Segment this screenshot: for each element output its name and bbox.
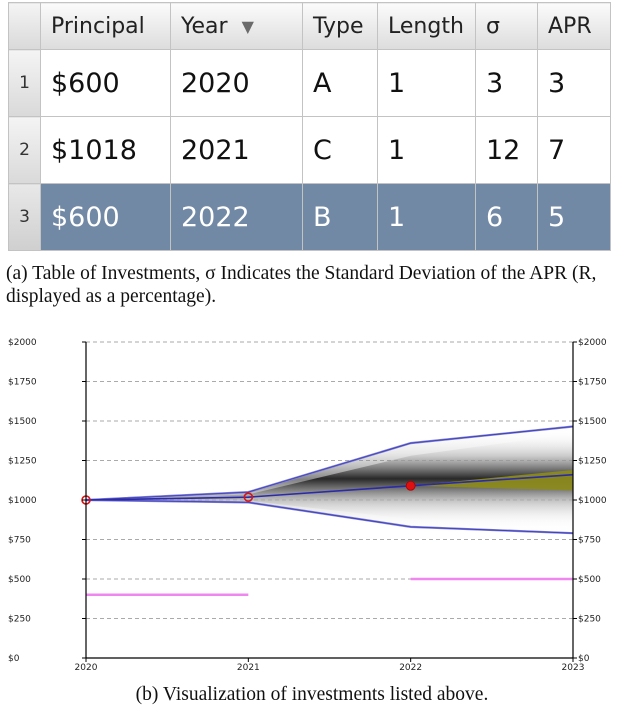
row-index: 3 [8, 183, 41, 251]
x-tick-label: 2023 [562, 663, 585, 672]
y-tick-label-right: $500 [578, 575, 601, 585]
y-tick-label-left: $1750 [8, 378, 37, 388]
y-tick-label-left: $1500 [8, 417, 37, 427]
investment-marker [405, 480, 416, 491]
cell-length[interactable]: 1 [377, 183, 476, 251]
table-row-selected[interactable]: 3 $600 2022 B 1 6 5 [8, 183, 611, 251]
cell-type[interactable]: A [302, 49, 378, 117]
investments-table: Principal Year ▼ Type Length σ APR 1 $600… [8, 2, 611, 251]
y-tick-label-left: $2000 [8, 338, 37, 348]
column-header-sigma[interactable]: σ [475, 2, 538, 50]
y-tick-label-right: $250 [578, 615, 601, 625]
upper-band-line-core [85, 426, 574, 501]
table-header-row: Principal Year ▼ Type Length σ APR [8, 2, 611, 50]
y-tick-label-right: $1750 [578, 378, 607, 388]
cell-principal[interactable]: $1018 [40, 116, 171, 184]
line-layer [81, 425, 574, 597]
cell-apr[interactable]: 7 [537, 116, 611, 184]
y-tick-label-right: $0 [578, 654, 590, 664]
cell-type[interactable]: B [302, 183, 378, 251]
chart-caption: (b) Visualization of investments listed … [135, 684, 489, 705]
table-row[interactable]: 1 $600 2020 A 1 3 3 [8, 49, 611, 117]
cell-year[interactable]: 2021 [170, 116, 303, 184]
y-tick-label-right: $2000 [578, 338, 607, 348]
triangle-down-icon: ▼ [241, 17, 254, 36]
cell-sigma[interactable]: 3 [475, 49, 538, 117]
investment-visualization-chart: $0 $0 $250 $250 $500 $500 $750 $750 $1000 $1000 $1… [8, 338, 607, 672]
x-tick-label: 2021 [237, 663, 260, 672]
row-index: 1 [8, 49, 41, 117]
cell-apr[interactable]: 3 [537, 49, 611, 117]
column-header-type[interactable]: Type [302, 2, 378, 50]
inner-uncertainty-band [86, 433, 573, 524]
expected-value-line [85, 473, 574, 501]
column-header-year-label: Year [181, 13, 228, 39]
cell-sigma[interactable]: 6 [475, 183, 538, 251]
y-tick-label-right: $1250 [578, 457, 607, 467]
cell-length[interactable]: 1 [377, 49, 476, 117]
y-tick-label-right: $1500 [578, 417, 607, 427]
y-tick-label-left: $1250 [8, 457, 37, 467]
cell-year[interactable]: 2020 [170, 49, 303, 117]
x-tick-label: 2022 [399, 663, 422, 672]
cell-length[interactable]: 1 [377, 116, 476, 184]
cell-principal[interactable]: $600 [40, 183, 171, 251]
table-caption: (a) Table of Investments, σ Indicates th… [6, 263, 597, 307]
x-tick-label: 2020 [75, 663, 98, 672]
y-tick-label-left: $1000 [8, 496, 37, 506]
y-tick-label-left: $750 [8, 536, 31, 546]
cell-sigma[interactable]: 12 [475, 116, 538, 184]
y-tick-label-left: $500 [8, 575, 31, 585]
label-layer: $0 $0 $250 $250 $500 $500 $750 $750 $1000 $1000 $1… [8, 338, 607, 672]
cell-apr[interactable]: 5 [537, 183, 611, 251]
column-header-principal[interactable]: Principal [40, 2, 171, 50]
lower-band-line-core [85, 499, 574, 534]
column-header-year[interactable]: Year ▼ [170, 2, 303, 50]
y-tick-label-right: $750 [578, 536, 601, 546]
y-tick-label-left: $250 [8, 615, 31, 625]
table-row[interactable]: 2 $1018 2021 C 1 12 7 [8, 116, 611, 184]
y-tick-label-left: $0 [8, 654, 20, 664]
y-tick-label-right: $1000 [578, 496, 607, 506]
row-index-header [8, 2, 41, 50]
column-header-length[interactable]: Length [377, 2, 476, 50]
column-header-apr[interactable]: APR [537, 2, 611, 50]
investment-marker [243, 492, 254, 502]
cell-year[interactable]: 2022 [170, 183, 303, 251]
axis-layer [82, 341, 577, 662]
cell-principal[interactable]: $600 [40, 49, 171, 117]
row-index: 2 [8, 116, 41, 184]
cell-type[interactable]: C [302, 116, 378, 184]
